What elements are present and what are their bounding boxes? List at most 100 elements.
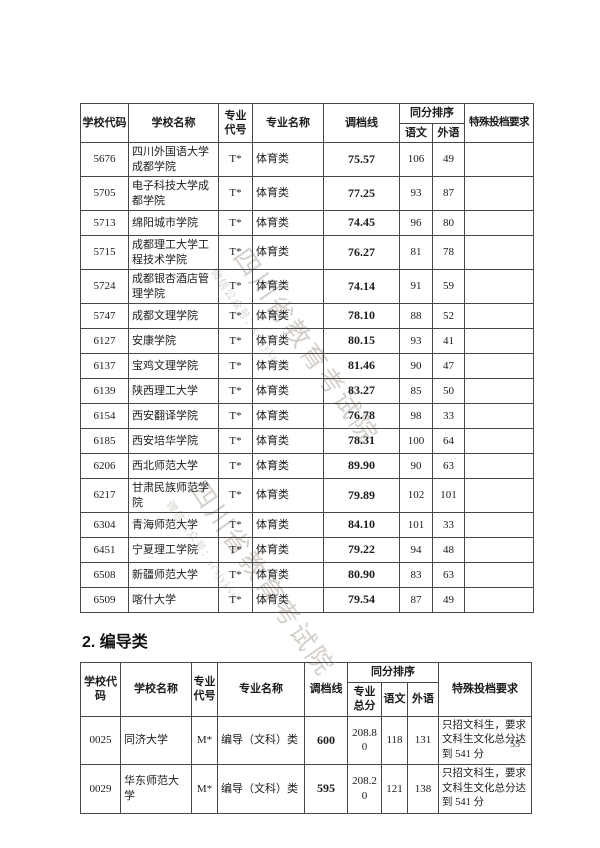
school-name-cell: 喀什大学	[128, 587, 219, 614]
chinese-score-cell: 93	[399, 328, 433, 355]
school-name-cell: 成都理工大学工程技术学院	[128, 235, 219, 271]
table-header: 学校代码 学校名称 专业代号 专业名称 调档线 同分排序 特殊投档要求 语文 外…	[80, 102, 534, 144]
school-name-cell: 华东师范大学	[120, 764, 192, 814]
special-req-cell	[464, 537, 534, 564]
foreign-score-cell: 101	[432, 478, 465, 514]
cutoff-score-cell: 80.15	[323, 328, 400, 355]
major-name-cell: 体育类	[252, 428, 324, 455]
foreign-score-cell: 52	[432, 303, 465, 330]
foreign-score-cell: 80	[432, 210, 465, 237]
cutoff-score-cell: 79.54	[323, 587, 400, 614]
school-code-cell: 6304	[80, 512, 129, 539]
school-code-cell: 6508	[80, 562, 129, 589]
major-code-cell: T*	[218, 587, 253, 614]
header-school-name: 学校名称	[128, 102, 219, 144]
header-special-req: 特殊投档要求	[464, 102, 534, 144]
school-name-cell: 西安翻译学院	[128, 403, 219, 430]
major-code-cell: T*	[218, 303, 253, 330]
special-req-cell	[464, 176, 534, 212]
school-code-cell: 5713	[80, 210, 129, 237]
table-row: 5715 成都理工大学工程技术学院 T* 体育类 76.27 81 78	[80, 235, 534, 271]
major-code-cell: T*	[218, 353, 253, 380]
major-name-cell: 体育类	[252, 562, 324, 589]
school-code-cell: 5724	[80, 269, 129, 305]
table-row: 6139 陕西理工大学 T* 体育类 83.27 85 50	[80, 378, 534, 405]
foreign-score-cell: 87	[432, 176, 465, 212]
cutoff-score-cell: 600	[304, 715, 348, 766]
header-school-name: 学校名称	[120, 662, 192, 717]
table-row: 5747 成都文理学院 T* 体育类 78.10 88 52	[80, 303, 534, 330]
table-row: 6154 西安翻译学院 T* 体育类 76.78 98 33	[80, 403, 534, 430]
school-code-cell: 6206	[80, 453, 129, 480]
cutoff-score-cell: 76.78	[323, 403, 400, 430]
foreign-score-cell: 59	[432, 269, 465, 305]
major-name-cell: 体育类	[252, 453, 324, 480]
foreign-score-cell: 64	[432, 428, 465, 455]
cutoff-score-cell: 595	[304, 764, 348, 814]
school-name-cell: 新疆师范大学	[128, 562, 219, 589]
cutoff-score-cell: 78.31	[323, 428, 400, 455]
special-req-cell	[464, 512, 534, 539]
school-code-cell: 6139	[80, 378, 129, 405]
table-row: 6127 安康学院 T* 体育类 80.15 93 41	[80, 328, 534, 355]
foreign-score-cell: 49	[432, 587, 465, 614]
chinese-score-cell: 96	[399, 210, 433, 237]
chinese-score-cell: 83	[399, 562, 433, 589]
school-name-cell: 电子科技大学成都学院	[128, 176, 219, 212]
school-name-cell: 同济大学	[120, 715, 192, 766]
table-row: 5705 电子科技大学成都学院 T* 体育类 77.25 93 87	[80, 176, 534, 212]
special-req-cell: 只招文科生，要求文科生文化总分达到 541 分	[438, 764, 532, 814]
major-name-cell: 体育类	[252, 478, 324, 514]
cutoff-score-cell: 76.27	[323, 235, 400, 271]
chinese-score-cell: 121	[381, 764, 408, 814]
major-code-cell: T*	[218, 478, 253, 514]
chinese-score-cell: 100	[399, 428, 433, 455]
section-heading: 2. 编导类	[82, 634, 148, 652]
major-code-cell: T*	[218, 537, 253, 564]
cutoff-score-cell: 83.27	[323, 378, 400, 405]
school-name-cell: 四川外国语大学成都学院	[128, 142, 219, 178]
foreign-score-cell: 63	[432, 562, 465, 589]
chinese-score-cell: 91	[399, 269, 433, 305]
header-school-code: 学校代码	[80, 102, 129, 144]
major-name-cell: 体育类	[252, 142, 324, 178]
school-name-cell: 甘肃民族师范学院	[128, 478, 219, 514]
special-req-cell	[464, 269, 534, 305]
school-name-cell: 青海师范大学	[128, 512, 219, 539]
table-row: 5676 四川外国语大学成都学院 T* 体育类 75.57 106 49	[80, 142, 534, 178]
cutoff-score-cell: 81.46	[323, 353, 400, 380]
school-code-cell: 6154	[80, 403, 129, 430]
major-name-cell: 体育类	[252, 303, 324, 330]
major-code-cell: T*	[218, 210, 253, 237]
special-req-cell: 只招文科生，要求文科生文化总分达到 541 分	[438, 715, 532, 766]
school-code-cell: 5715	[80, 235, 129, 271]
major-name-cell: 体育类	[252, 328, 324, 355]
foreign-score-cell: 138	[407, 764, 439, 814]
table-row: 5713 绵阳城市学院 T* 体育类 74.45 96 80	[80, 210, 534, 237]
special-req-cell	[464, 453, 534, 480]
major-total-cell: 208.80	[347, 715, 382, 766]
major-code-cell: T*	[218, 428, 253, 455]
cutoff-score-cell: 84.10	[323, 512, 400, 539]
score-table-sports: 学校代码 学校名称 专业代号 专业名称 调档线 同分排序 特殊投档要求 语文 外…	[80, 102, 534, 614]
header-major-code: 专业代号	[191, 662, 218, 717]
table-row: 6304 青海师范大学 T* 体育类 84.10 101 33	[80, 512, 534, 539]
cutoff-score-cell: 89.90	[323, 453, 400, 480]
header-major-name: 专业名称	[252, 102, 324, 144]
chinese-score-cell: 98	[399, 403, 433, 430]
chinese-score-cell: 102	[399, 478, 433, 514]
table-body: 0025 同济大学 M* 编导（文科）类 600 208.80 118 131 …	[80, 715, 532, 814]
cutoff-score-cell: 74.45	[323, 210, 400, 237]
major-name-cell: 体育类	[252, 210, 324, 237]
page-content: 学校代码 学校名称 专业代号 专业名称 调档线 同分排序 特殊投档要求 语文 外…	[80, 102, 536, 814]
cutoff-score-cell: 75.57	[323, 142, 400, 178]
school-name-cell: 西北师范大学	[128, 453, 219, 480]
school-code-cell: 5747	[80, 303, 129, 330]
chinese-score-cell: 101	[399, 512, 433, 539]
school-code-cell: 6217	[80, 478, 129, 514]
table-row: 6508 新疆师范大学 T* 体育类 80.90 83 63	[80, 562, 534, 589]
major-code-cell: T*	[218, 562, 253, 589]
special-req-cell	[464, 303, 534, 330]
major-name-cell: 编导（文科）类	[217, 715, 305, 766]
